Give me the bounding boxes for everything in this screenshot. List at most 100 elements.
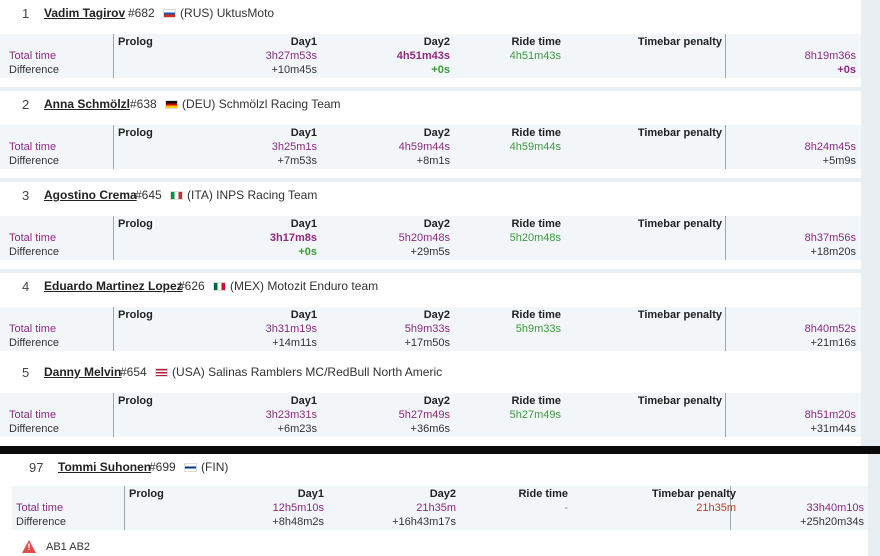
day2-diff: +0s: [431, 64, 450, 76]
rider-country: (FIN): [201, 460, 229, 474]
rider-card: 97 Tommi Suhonen #699 (FIN) Total time D…: [0, 454, 868, 556]
overall-diff: +5m9s: [822, 155, 856, 167]
flag-ita-icon: [170, 191, 184, 200]
timebar-penalty-value: 21h35m: [696, 502, 736, 514]
rider-name-link[interactable]: Tommi Suhonen: [58, 460, 152, 474]
overall-total: 33h40m10s: [806, 502, 865, 514]
overall-total: 8h19m36s: [804, 50, 856, 62]
day2-total: 4h51m43s: [396, 50, 450, 62]
total-time-label: Total time: [16, 502, 64, 514]
difference-label: Difference: [9, 64, 59, 76]
day2-diff: +36m6s: [410, 423, 450, 435]
rider-times-table: Total time Difference Prolog Day1 Day2 R…: [0, 393, 861, 437]
difference-label: Difference: [9, 155, 59, 167]
rider-team: INPS Racing Team: [216, 188, 318, 202]
rider-name-link[interactable]: Eduardo Martinez Lopez: [44, 279, 183, 293]
rider-times-table: Total time Difference Prolog Day1 Day2 R…: [0, 307, 861, 351]
total-time-label: Total time: [9, 141, 57, 153]
timebar-penalty-header: Timebar penalty: [637, 395, 722, 407]
screenshot-divider: [0, 446, 880, 454]
rider-meta: #626 (MEX) Motozit Enduro team: [178, 279, 378, 293]
rider-name-link[interactable]: Danny Melvin: [44, 365, 122, 379]
rider-position: 2: [22, 97, 30, 112]
day2-diff: +29m5s: [410, 246, 450, 258]
ride-time-value: 5h20m48s: [509, 232, 561, 244]
column-divider: [725, 307, 726, 351]
overall-total: 8h37m56s: [804, 232, 856, 244]
timebar-penalty-header: Timebar penalty: [637, 36, 722, 48]
flag-usa-icon: [155, 368, 169, 377]
prolog-header: Prolog: [118, 36, 153, 48]
difference-label: Difference: [16, 516, 66, 528]
rider-country: (USA): [172, 365, 205, 379]
day1-total: 3h31m19s: [265, 323, 317, 335]
ride-time-value: 4h51m43s: [509, 50, 561, 62]
flag-fin-icon: [184, 463, 198, 472]
day2-total: 4h59m44s: [398, 141, 450, 153]
rider-number: #682: [128, 6, 155, 20]
difference-label: Difference: [9, 246, 59, 258]
rider-position: 5: [22, 365, 30, 380]
overall-total: 8h51m20s: [804, 409, 856, 421]
rider-number: #654: [120, 365, 147, 379]
day1-header: Day1: [290, 218, 317, 230]
rider-meta: #654 (USA) Salinas Ramblers MC/RedBull N…: [120, 365, 442, 379]
rider-number: #699: [149, 460, 176, 474]
warning-exclamation: !: [27, 542, 31, 552]
flag-rus-icon: [163, 9, 177, 18]
column-divider: [113, 393, 114, 437]
rider-team: Schmölzl Racing Team: [218, 97, 341, 111]
rider-name-link[interactable]: Agostino Crema: [44, 188, 137, 202]
rider-number: #645: [135, 188, 162, 202]
total-time-label: Total time: [9, 232, 57, 244]
overall-total: 8h40m52s: [804, 323, 856, 335]
column-divider: [725, 393, 726, 437]
rider-country: (MEX): [230, 279, 265, 293]
overall-diff: +18m20s: [810, 246, 856, 258]
day2-header: Day2: [423, 395, 450, 407]
rider-times-table: Total time Difference Prolog Day1 Day2 R…: [0, 216, 861, 260]
day1-total: 3h17m8s: [269, 232, 317, 244]
difference-label: Difference: [9, 423, 59, 435]
rider-meta: #645 (ITA) INPS Racing Team: [135, 188, 317, 202]
day2-diff: +16h43m17s: [392, 516, 456, 528]
day1-header: Day1: [290, 395, 317, 407]
results-list: 1 Vadim Tagirov #682 (RUS) UktusMoto Tot…: [0, 0, 861, 446]
prolog-header: Prolog: [118, 395, 153, 407]
flag-deu-icon: [165, 100, 179, 109]
rider-meta: #638 (DEU) Schmölzl Racing Team: [130, 97, 341, 111]
rider-times-table: Total time Difference Prolog Day1 Day2 R…: [0, 34, 861, 78]
rider-card: 5 Danny Melvin #654 (USA) Salinas Ramble…: [0, 359, 861, 446]
ride-time-value: -: [564, 502, 568, 514]
day2-header: Day2: [423, 309, 450, 321]
day2-diff: +17m50s: [404, 337, 450, 349]
day1-total: 3h25m1s: [271, 141, 317, 153]
day2-total: 21h35m: [416, 502, 456, 514]
overall-diff: +31m44s: [810, 423, 856, 435]
ride-time-header: Ride time: [511, 127, 561, 139]
column-divider: [113, 216, 114, 260]
rider-card: 1 Vadim Tagirov #682 (RUS) UktusMoto Tot…: [0, 0, 861, 87]
rider-country: (DEU): [182, 97, 216, 111]
rider-position: 4: [22, 279, 30, 294]
day1-header: Day1: [290, 127, 317, 139]
rider-number: #638: [130, 97, 157, 111]
day1-total: 3h27m53s: [265, 50, 317, 62]
rider-name-link[interactable]: Vadim Tagirov: [44, 6, 126, 20]
rider-card: 2 Anna Schmölzl #638 (DEU) Schmölzl Raci…: [0, 91, 861, 178]
rider-country: (RUS): [180, 6, 214, 20]
day1-diff: +8h48m2s: [272, 516, 324, 528]
rider-header: 2 Anna Schmölzl #638 (DEU) Schmölzl Raci…: [0, 91, 861, 119]
rider-header: 3 Agostino Crema #645 (ITA) INPS Racing …: [0, 182, 861, 210]
overall-diff: +21m16s: [810, 337, 856, 349]
ride-time-value: 5h27m49s: [509, 409, 561, 421]
rider-position: 1: [22, 6, 30, 21]
column-divider: [725, 34, 726, 78]
rider-meta: #699 (FIN): [149, 460, 228, 474]
day1-diff: +14m11s: [272, 337, 317, 349]
ride-time-header: Ride time: [511, 309, 561, 321]
rider-header: 1 Vadim Tagirov #682 (RUS) UktusMoto: [0, 0, 861, 28]
rider-name-link[interactable]: Anna Schmölzl: [44, 97, 131, 111]
rider-team: UktusMoto: [216, 6, 275, 20]
prolog-header: Prolog: [118, 309, 153, 321]
